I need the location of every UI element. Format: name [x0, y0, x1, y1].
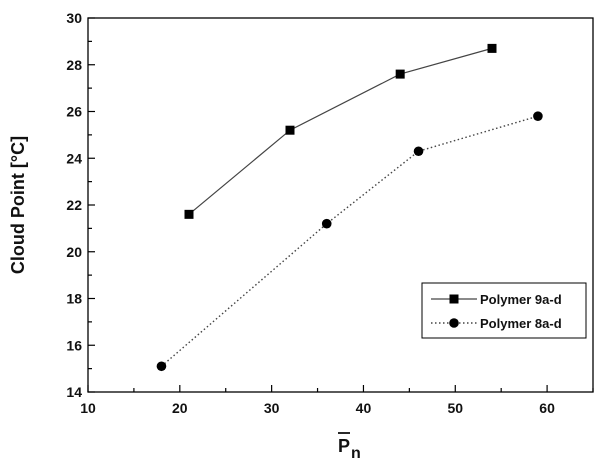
- x-axis-ticks: 10 20 30 40 50 60: [80, 385, 594, 416]
- series-1-point: [413, 146, 424, 157]
- series-layer: [156, 43, 543, 372]
- y-axis-ticks: 14 16 18 20 22 24 26 28 30: [66, 10, 95, 400]
- y-tick-label: 26: [66, 104, 82, 120]
- series-0-point: [395, 69, 405, 79]
- legend-marker-8ad: [449, 318, 459, 328]
- legend-box: [421, 282, 587, 339]
- y-tick-label: 30: [66, 10, 82, 26]
- x-tick-label: 50: [447, 400, 463, 416]
- x-tick-label: 30: [264, 400, 280, 416]
- x-axis-title-subscript: n: [351, 445, 361, 462]
- series-0-point: [487, 43, 497, 53]
- x-tick-label: 10: [80, 400, 96, 416]
- legend-label-8ad: Polymer 8a-d: [480, 316, 562, 331]
- series-1-point: [321, 218, 332, 229]
- x-tick-label: 60: [539, 400, 555, 416]
- series-1-point: [156, 361, 167, 372]
- y-tick-label: 22: [66, 197, 82, 213]
- legend: Polymer 9a-d Polymer 8a-d: [421, 282, 587, 339]
- x-axis-title: P n: [338, 432, 361, 462]
- series-line-1: [160, 115, 539, 367]
- y-axis-title: Cloud Point [°C]: [8, 136, 28, 274]
- y-tick-label: 28: [66, 57, 82, 73]
- series-0-point: [285, 125, 295, 135]
- y-tick-label: 24: [66, 150, 82, 166]
- y-tick-label: 18: [66, 291, 82, 307]
- x-tick-label: 20: [172, 400, 188, 416]
- y-tick-label: 14: [66, 384, 82, 400]
- legend-marker-9ad: [449, 294, 459, 304]
- legend-label-9ad: Polymer 9a-d: [480, 292, 562, 307]
- y-tick-label: 16: [66, 337, 82, 353]
- x-tick-label: 40: [356, 400, 372, 416]
- series-line-0: [188, 47, 493, 215]
- series-1-point: [533, 111, 543, 121]
- series-0-point: [184, 209, 194, 219]
- x-axis-title-main: P: [338, 436, 350, 456]
- y-tick-label: 20: [66, 244, 82, 260]
